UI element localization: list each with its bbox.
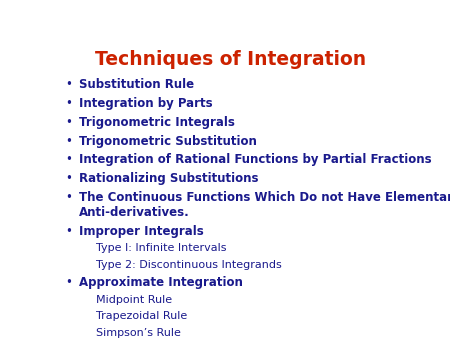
Text: Trigonometric Substitution: Trigonometric Substitution xyxy=(79,135,257,147)
Text: Substitution Rule: Substitution Rule xyxy=(79,78,194,91)
Text: Rationalizing Substitutions: Rationalizing Substitutions xyxy=(79,172,258,185)
Text: Integration by Parts: Integration by Parts xyxy=(79,97,212,110)
Text: •: • xyxy=(65,276,72,289)
Text: •: • xyxy=(65,78,72,91)
Text: Type 2: Discontinuous Integrands: Type 2: Discontinuous Integrands xyxy=(96,260,282,270)
Text: •: • xyxy=(65,97,72,110)
Text: •: • xyxy=(65,116,72,129)
Text: Trapezoidal Rule: Trapezoidal Rule xyxy=(96,311,188,321)
Text: Approximate Integration: Approximate Integration xyxy=(79,276,243,289)
Text: Simpson’s Rule: Simpson’s Rule xyxy=(96,328,181,338)
Text: Type I: Infinite Intervals: Type I: Infinite Intervals xyxy=(96,243,227,253)
Text: The Continuous Functions Which Do not Have Elementary
Anti-derivatives.: The Continuous Functions Which Do not Ha… xyxy=(79,191,450,219)
Text: Trigonometric Integrals: Trigonometric Integrals xyxy=(79,116,235,129)
Text: Integration of Rational Functions by Partial Fractions: Integration of Rational Functions by Par… xyxy=(79,153,432,166)
Text: Midpoint Rule: Midpoint Rule xyxy=(96,295,172,305)
Text: Improper Integrals: Improper Integrals xyxy=(79,224,204,238)
Text: •: • xyxy=(65,135,72,147)
Text: •: • xyxy=(65,153,72,166)
Text: •: • xyxy=(65,172,72,185)
Text: •: • xyxy=(65,191,72,204)
Text: Techniques of Integration: Techniques of Integration xyxy=(95,50,366,69)
Text: •: • xyxy=(65,224,72,238)
